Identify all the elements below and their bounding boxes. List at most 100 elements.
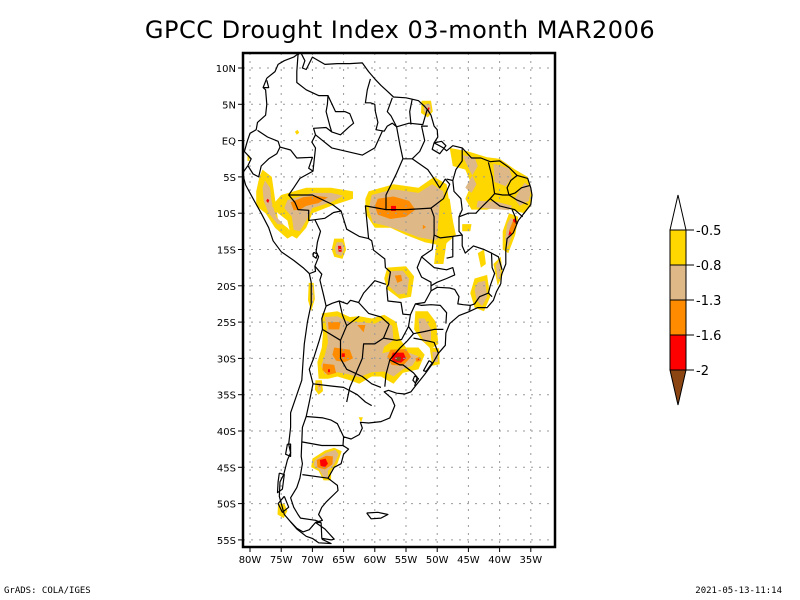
colorbar-segment	[669, 334, 687, 371]
coastline-segment	[306, 415, 345, 438]
coastline-segment	[489, 198, 524, 218]
longitude-axis: 80W 75W 70W 65W 60W 55W 50W 45W 40W 35W	[239, 547, 542, 566]
lat-tick-label: 45S	[217, 463, 236, 474]
drought-region	[328, 369, 330, 373]
drought-region	[422, 224, 426, 230]
coastline-segment	[446, 236, 454, 259]
coastline-segment	[422, 360, 433, 373]
coastline-segment	[413, 337, 439, 354]
drought-region	[358, 417, 363, 423]
drought-region	[396, 356, 401, 362]
lat-tick-label: EQ	[222, 137, 236, 148]
coastline-segment	[290, 521, 332, 545]
coastline-segment	[366, 511, 389, 520]
drought-region	[432, 351, 438, 362]
coastline-segment	[358, 287, 411, 341]
drought-region	[294, 129, 300, 135]
colorbar: -0.5 -0.8 -1.3 -1.6 -2	[669, 194, 721, 406]
map-title: GPCC Drought Index 03-month MAR2006	[144, 16, 656, 44]
lon-tick-label: 50W	[426, 555, 449, 566]
colorbar-segment	[669, 299, 687, 336]
drought-region	[462, 224, 472, 232]
coastline-segment	[364, 126, 404, 239]
lat-tick-label: 10S	[217, 209, 236, 220]
coastlines-and-borders	[243, 53, 533, 545]
drought-region	[262, 180, 284, 225]
coastline-segment	[288, 194, 342, 212]
coastline-segment	[312, 383, 372, 407]
lat-tick-label: 55S	[217, 536, 236, 547]
coastline-segment	[487, 253, 496, 298]
colorbar-label: -0.8	[696, 259, 721, 274]
coastline-segment	[386, 97, 398, 128]
lon-tick-label: 65W	[332, 555, 355, 566]
drought-region	[290, 195, 328, 211]
lon-tick-label: 35W	[519, 555, 542, 566]
coastline-segment	[421, 256, 456, 287]
coastline-segment	[285, 443, 292, 457]
coastline-segment	[412, 375, 420, 384]
coastline-segment	[511, 209, 517, 225]
drought-region	[387, 270, 410, 295]
coastline-segment	[508, 194, 528, 206]
colorbar-segment	[669, 264, 687, 301]
lat-tick-label: 30S	[217, 354, 236, 365]
coastline-segment	[279, 146, 322, 275]
drought-region	[417, 358, 420, 361]
coastline-segment	[431, 140, 447, 155]
colorbar-bottom-triangle	[669, 369, 687, 406]
colorbar-label: -1.3	[696, 294, 721, 309]
lat-tick-label: 50S	[217, 500, 236, 511]
coastline-segment	[413, 328, 444, 335]
coastline-segment	[327, 95, 355, 136]
coastline-segment	[346, 337, 384, 403]
lat-tick-label: 10N	[216, 64, 236, 75]
footer-timestamp: 2021-05-13-11:14	[695, 586, 782, 596]
coastline-segment	[322, 328, 341, 341]
lat-tick-label: 5N	[222, 100, 236, 111]
lon-tick-label: 60W	[363, 555, 386, 566]
coastline-segment	[458, 162, 496, 218]
drought-region	[495, 259, 501, 281]
coastline-segment	[315, 130, 383, 156]
coastline-segment	[430, 286, 471, 311]
coastline-segment	[339, 315, 382, 388]
lat-tick-label: 15S	[217, 246, 236, 257]
drought-region	[338, 245, 342, 252]
colorbar-segment	[669, 229, 687, 266]
lat-tick-label: 35S	[217, 391, 236, 402]
coastline-segment	[415, 303, 448, 324]
coastline-segment	[296, 54, 333, 172]
coastline-segment	[301, 441, 343, 447]
colorbar-label: -1.6	[696, 329, 721, 344]
lon-tick-label: 45W	[457, 555, 480, 566]
coastline-segment	[508, 185, 530, 196]
coastline-segment	[290, 305, 327, 524]
coastline-segment	[411, 158, 451, 209]
colorbar-label: -0.5	[696, 224, 721, 239]
coastline-segment	[263, 80, 270, 89]
colorbar-top-triangle	[669, 194, 687, 231]
gridlines	[243, 53, 555, 547]
drought-region	[317, 382, 322, 392]
drought-region	[357, 325, 366, 333]
coastline-segment	[470, 292, 489, 306]
colorbar-label: -2	[696, 364, 709, 379]
drought-region	[477, 249, 486, 268]
lon-tick-label: 80W	[239, 555, 262, 566]
coastline-segment	[314, 521, 335, 541]
drought-region	[462, 155, 478, 193]
drought-region	[514, 182, 532, 206]
drought-region	[391, 205, 396, 211]
coastline-segment	[314, 265, 387, 307]
coastline-segment	[452, 147, 463, 181]
lat-tick-label: 20S	[217, 282, 236, 293]
coastline-segment	[314, 210, 391, 288]
coastline-segment	[312, 251, 318, 259]
drought-region	[328, 322, 341, 330]
coastline-segment	[402, 125, 428, 160]
coastline-segment	[364, 78, 428, 132]
drought-region	[266, 198, 270, 203]
drought-region	[508, 230, 512, 236]
drought-region	[394, 274, 403, 283]
